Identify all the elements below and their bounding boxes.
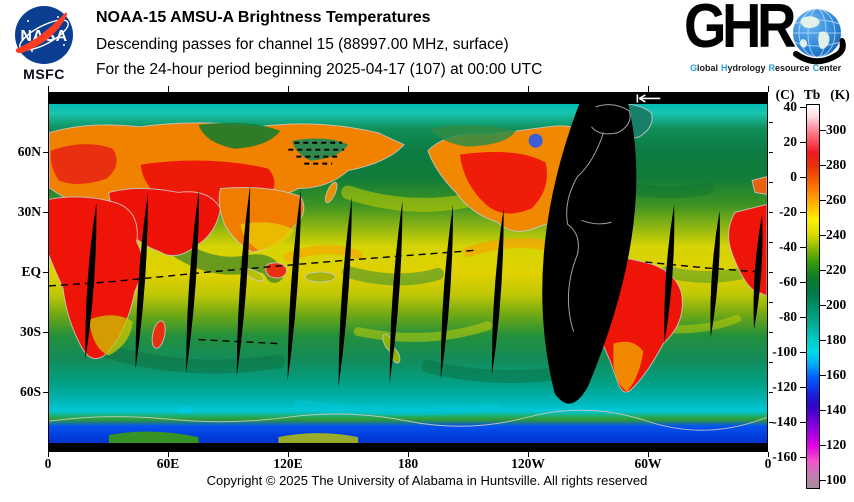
celsius-tick-label: -40	[779, 239, 797, 254]
colorbar-gradient	[806, 104, 820, 489]
map-canvas	[49, 93, 767, 451]
celsius-tick-label: -120	[772, 379, 797, 394]
tagline-word: Resource	[768, 63, 810, 73]
celsius-tick-label: -100	[772, 344, 797, 359]
msfc-label: MSFC	[23, 66, 65, 82]
ghrc-c-tail	[793, 38, 846, 65]
celsius-tick-label: -60	[779, 274, 797, 289]
antarctic-patches	[108, 407, 359, 446]
south-polar-band	[49, 443, 767, 451]
kelvin-tick-label: 200	[826, 297, 847, 312]
map-top-ticks	[48, 86, 769, 92]
antarctic-coastline	[49, 409, 767, 431]
siberia-dropout-dashes	[288, 141, 345, 165]
tagline-word: Hydrology	[721, 63, 766, 73]
lat-label-60s: 60S	[19, 384, 41, 399]
map-left-ticks	[43, 152, 48, 393]
kelvin-tick-label: 100	[826, 472, 847, 487]
colorbar-unit-kelvin: (K)	[830, 87, 850, 102]
nasa-swoosh	[15, 12, 68, 54]
celsius-tick-label: -20	[779, 204, 797, 219]
north-polar-band	[49, 93, 767, 104]
lat-label-30n: 30N	[17, 204, 41, 219]
kelvin-tick-label: 180	[826, 332, 847, 347]
kelvin-tick-label: 140	[826, 402, 847, 417]
kelvin-tick-label: 300	[826, 122, 847, 137]
continents	[49, 103, 767, 393]
pass-start-marker	[636, 94, 661, 103]
celsius-tick-label: -160	[772, 449, 797, 464]
lon-label-120w: 120W	[511, 456, 545, 471]
map-bottom-ticks	[48, 452, 769, 457]
celsius-tick-label: 0	[790, 169, 797, 184]
lat-label-30s: 30S	[19, 324, 41, 339]
colorbar-unit-tb: Tb	[803, 87, 821, 102]
kelvin-tick-label: 280	[826, 157, 847, 172]
lat-label-eq: EQ	[21, 264, 41, 279]
kelvin-tick-label: 120	[826, 437, 847, 452]
lon-label-0w: 0	[764, 456, 772, 471]
kelvin-tick-label: 160	[826, 367, 847, 382]
celsius-tick-label: -80	[779, 309, 797, 324]
ghrc-logo: GHR Global Hydrology Resource Center	[684, 0, 852, 82]
ghrc-tagline: Global Hydrology Resource Center	[690, 63, 850, 73]
tagline-word: Global	[690, 63, 719, 73]
ghrc-globe-icon	[793, 8, 846, 65]
lat-label-60n: 60N	[17, 144, 41, 159]
lon-label-120e: 120E	[273, 456, 303, 471]
missing-orbit-gap	[542, 93, 637, 404]
coastline-over-gap	[566, 104, 631, 332]
tagline-word: Center	[812, 63, 842, 73]
colorbar-celsius-ticks	[800, 107, 806, 458]
colorbar-unit-celsius: (C)	[775, 87, 795, 102]
kelvin-tick-label: 260	[826, 192, 847, 207]
nasa-logo-icon: NASA	[15, 6, 73, 64]
page-title: NOAA-15 AMSU-A Brightness Temperatures	[96, 9, 431, 26]
subtitle-channel: Descending passes for channel 15 (88997.…	[96, 36, 509, 53]
subtitle-period: For the 24-hour period beginning 2025-04…	[96, 61, 543, 78]
lon-label-180: 180	[397, 456, 419, 471]
kelvin-tick-label: 240	[826, 227, 847, 242]
colorbar-kelvin-ticks	[820, 130, 826, 481]
celsius-tick-label: 40	[783, 99, 798, 114]
celsius-tick-label: 20	[783, 134, 798, 149]
ghrc-logo-text: GHR	[684, 0, 796, 61]
lon-label-60e: 60E	[156, 456, 180, 471]
lon-label-60w: 60W	[634, 456, 662, 471]
kelvin-tick-label: 220	[826, 262, 847, 277]
orbit-gap-slivers	[85, 184, 763, 388]
copyright-notice: Copyright © 2025 The University of Alaba…	[206, 473, 648, 488]
lon-label-0e: 0	[44, 456, 52, 471]
world-map-brightness-temperature	[48, 92, 768, 452]
celsius-tick-label: -140	[772, 414, 797, 429]
map-right-ticks	[769, 122, 773, 423]
